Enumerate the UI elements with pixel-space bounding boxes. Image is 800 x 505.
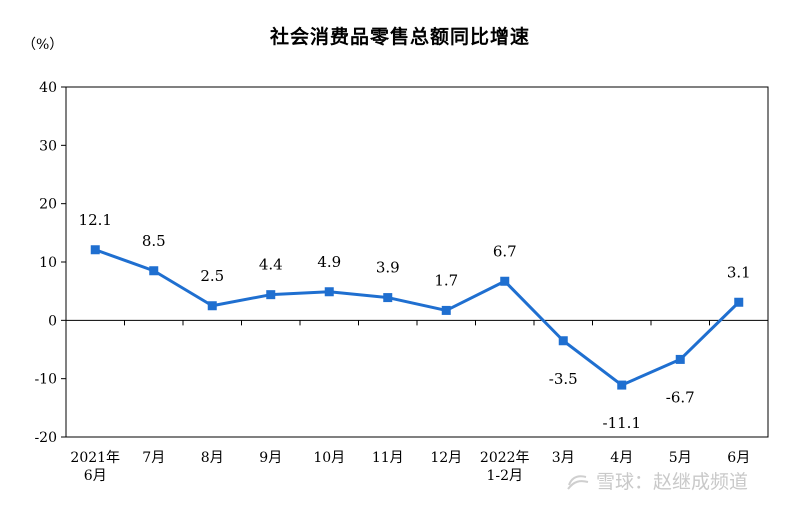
data-label: 6.7 [493,242,517,260]
data-label: -3.5 [549,370,578,388]
x-tick-label: 5月 [669,450,692,466]
data-label: 4.9 [317,253,341,271]
y-tick-label: 40 [39,80,57,96]
snowball-logo-icon [567,475,589,490]
y-tick-label: -20 [34,430,57,446]
data-label: 3.1 [727,263,751,281]
data-point-marker [675,354,685,364]
y-tick-label: 30 [39,138,57,154]
series-line [94,248,740,387]
watermark: 雪球：赵继成频道 [566,467,748,494]
data-point-marker [558,336,568,346]
data-point-marker [90,245,100,255]
x-tick-label: 2021年 [70,450,120,466]
y-tick-label: -10 [34,372,57,388]
chart-title: 社会消费品零售总额同比增速 [269,26,530,48]
x-tick-label: 6月 [727,450,750,466]
data-point-marker [266,290,276,300]
x-tick-label: 4月 [610,450,633,466]
watermark-text: 雪球：赵继成频道 [596,471,749,493]
x-tick-label: 12月 [430,450,462,466]
x-tick-label: 10月 [313,450,345,466]
data-label: -11.1 [603,414,641,432]
y-tick-label: 0 [48,313,57,329]
x-tick-label: 6月 [84,468,107,484]
x-tick-label: 3月 [552,450,575,466]
data-point-marker [617,380,627,390]
y-tick-label: 10 [39,255,57,271]
data-point-marker [324,287,334,297]
x-tick-label: 1-2月 [486,468,523,484]
data-point-marker [734,297,744,307]
data-label: 8.5 [142,232,166,250]
data-point-marker [441,305,451,315]
data-label: 3.9 [376,259,400,277]
y-axis-unit-label: （%） [22,37,64,53]
data-label: 1.7 [434,271,458,289]
y-tick-label: 20 [39,197,57,213]
x-tick-label: 9月 [259,450,282,466]
x-tick-label: 8月 [201,450,224,466]
data-point-marker [383,293,393,303]
plot-frame [65,86,769,438]
data-point-marker [149,266,159,276]
data-label: 2.5 [200,267,224,285]
data-point-marker [207,301,217,311]
data-label: 12.1 [79,211,112,229]
x-tick-label: 11月 [372,450,404,466]
data-point-marker [500,276,510,286]
x-tick-label: 7月 [142,450,165,466]
data-label: 4.4 [259,256,283,274]
data-label: -6.7 [666,388,695,406]
x-tick-label: 2022年 [480,450,530,466]
